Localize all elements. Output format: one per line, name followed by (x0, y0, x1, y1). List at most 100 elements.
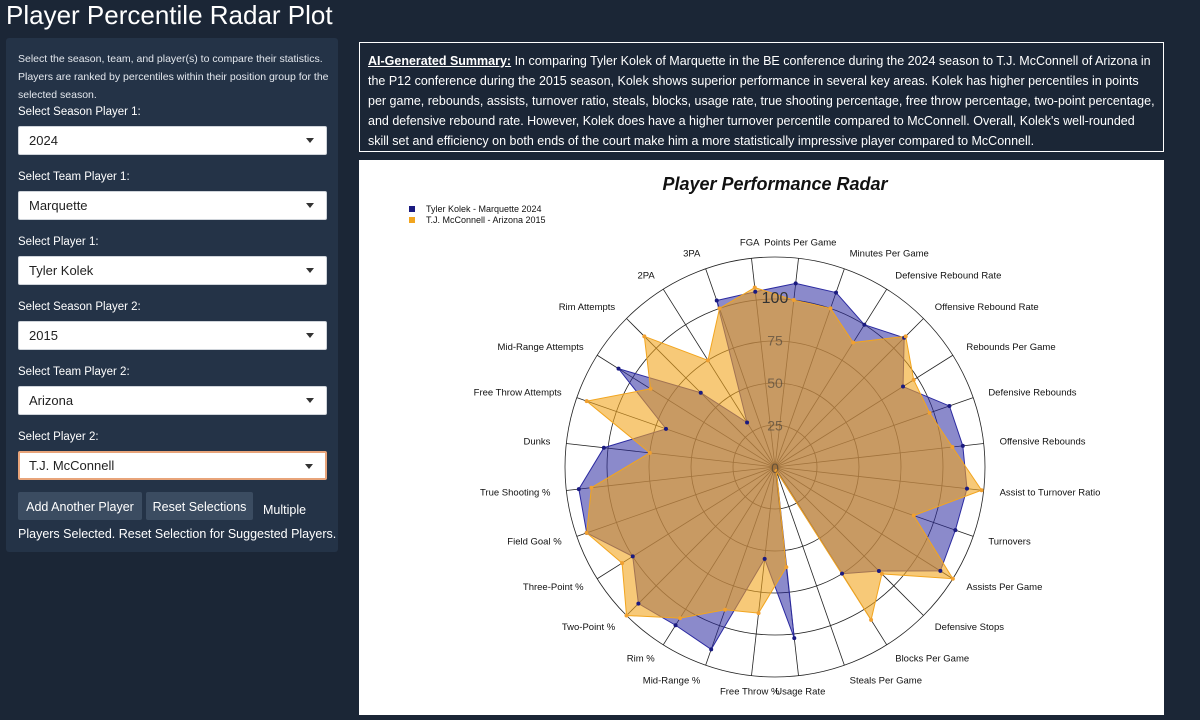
category-label: Assists Per Game (966, 582, 1042, 593)
chevron-down-icon (305, 464, 313, 469)
player1-point (953, 528, 958, 533)
player2-point (879, 571, 884, 576)
category-label: Usage Rate (775, 687, 825, 698)
player1-point (792, 636, 797, 641)
player2-point (717, 306, 722, 311)
page-title: Player Percentile Radar Plot (6, 0, 333, 30)
chevron-down-icon (306, 203, 314, 208)
radial-tick-label: 75 (767, 333, 783, 349)
season-player2-value: 2015 (29, 328, 58, 343)
radial-tick-label: 100 (762, 290, 789, 307)
player2-point (911, 513, 916, 518)
season-player1-select[interactable]: 2024 (18, 126, 327, 155)
player2-point (950, 576, 955, 581)
player2-point (784, 565, 789, 570)
player2-point (911, 377, 916, 382)
category-label: Defensive Rebound Rate (895, 271, 1001, 282)
category-label: 2PA (637, 271, 655, 282)
player1-point (714, 298, 719, 303)
player2-point (756, 611, 761, 616)
legend-player1-label: Tyler Kolek - Marquette 2024 (426, 204, 542, 214)
player1-point (709, 647, 714, 652)
legend-player1-swatch (409, 206, 415, 212)
ai-summary-lead: AI-Generated Summary: (368, 54, 512, 68)
season-player2-label: Select Season Player 2: (18, 301, 141, 313)
season-player1-label: Select Season Player 1: (18, 106, 141, 118)
ai-summary-box: AI-Generated Summary: In comparing Tyler… (359, 42, 1164, 152)
player1-point (793, 281, 798, 286)
ai-summary-text: In comparing Tyler Kolek of Marquette in… (368, 54, 1155, 148)
selection-note-text: Multiple Players Selected. Reset Selecti… (18, 503, 337, 541)
player2-point (589, 485, 594, 490)
chevron-down-icon (306, 268, 314, 273)
player2-label: Select Player 2: (18, 431, 99, 443)
category-label: Offensive Rebound Rate (935, 302, 1039, 313)
category-label: Assist to Turnover Ratio (1000, 487, 1101, 498)
player1-point (834, 290, 839, 295)
category-label: True Shooting % (480, 487, 551, 498)
category-label: Blocks Per Game (895, 653, 969, 664)
player2-point (678, 616, 683, 621)
category-label: Three-Point % (523, 582, 584, 593)
player1-select[interactable]: Tyler Kolek (18, 256, 327, 285)
chevron-down-icon (306, 333, 314, 338)
player1-point (753, 289, 758, 294)
chevron-down-icon (306, 138, 314, 143)
player1-point (840, 571, 845, 576)
player1-point (673, 623, 678, 628)
player1-point (616, 366, 621, 371)
radar-chart-panel: Player Performance Radar 0 25 50 75 100 Points… (359, 160, 1164, 715)
player2-point (791, 298, 796, 303)
category-label: Field Goal % (507, 537, 562, 548)
team-player1-value: Marquette (29, 198, 88, 213)
team-player2-label: Select Team Player 2: (18, 366, 130, 378)
player1-point (876, 568, 881, 573)
add-player-button[interactable]: Add Another Player (18, 492, 142, 520)
player2-point (774, 468, 779, 473)
player2-point (584, 399, 589, 404)
season-player2-select[interactable]: 2015 (18, 321, 327, 350)
player2-point (705, 358, 710, 363)
player2-point (828, 306, 833, 311)
team-player2-select[interactable]: Arizona (18, 386, 327, 415)
player2-point (927, 410, 932, 415)
player2-point (950, 445, 955, 450)
player1-point (947, 403, 952, 408)
category-label: Defensive Stops (935, 622, 1004, 633)
category-label: Mid-Range % (643, 675, 701, 686)
chevron-down-icon (306, 398, 314, 403)
selection-note: Multiple Players Selected. Reset Selecti… (18, 498, 338, 546)
team-player2-value: Arizona (29, 393, 74, 408)
player2-point (903, 334, 908, 339)
player1-point (601, 445, 606, 450)
player2-point (624, 613, 629, 618)
legend-player2-label: T.J. McConnell - Arizona 2015 (426, 215, 546, 225)
player1-point (901, 384, 906, 389)
chart-title: Player Performance Radar (662, 174, 888, 194)
category-label: Rim Attempts (559, 302, 616, 313)
radar-spoke (774, 466, 845, 666)
team-player1-select[interactable]: Marquette (18, 191, 327, 220)
radial-tick-label: 0 (771, 460, 779, 476)
legend-player2-swatch (409, 217, 415, 223)
category-label: Offensive Rebounds (1000, 437, 1086, 448)
player1-value: Tyler Kolek (29, 263, 94, 278)
player2-select[interactable]: T.J. McConnell (18, 451, 327, 480)
category-label: Two-Point % (562, 622, 616, 633)
player1-point (630, 554, 635, 559)
category-label: Free Throw Attempts (474, 387, 562, 398)
radial-tick-label: 25 (767, 418, 783, 434)
season-player1-value: 2024 (29, 133, 58, 148)
player2-point (752, 285, 757, 290)
player2-point (584, 530, 589, 535)
player1-point (938, 568, 943, 573)
player1-point (576, 487, 581, 492)
category-label: Rebounds Per Game (966, 342, 1055, 353)
player2-point (620, 561, 625, 566)
category-label: Minutes Per Game (850, 249, 929, 260)
reset-selections-button[interactable]: Reset Selections (146, 492, 253, 520)
radial-tick-label: 50 (767, 375, 783, 391)
category-label: Free Throw % (720, 687, 780, 698)
radar-chart: Player Performance Radar 0 25 50 75 100 Points… (409, 174, 1101, 698)
category-label: Turnovers (988, 537, 1031, 548)
